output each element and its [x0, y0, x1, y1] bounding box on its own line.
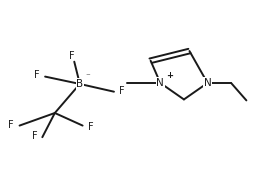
Text: N: N: [157, 78, 164, 88]
Text: F: F: [8, 120, 14, 130]
Text: F: F: [32, 131, 37, 141]
Text: F: F: [88, 121, 93, 132]
Text: F: F: [119, 86, 124, 96]
Text: +: +: [166, 71, 173, 80]
Text: F: F: [34, 70, 40, 80]
Text: B: B: [76, 79, 83, 89]
Text: N: N: [204, 78, 211, 88]
Text: F: F: [69, 51, 75, 61]
Text: ⁻: ⁻: [86, 73, 90, 82]
